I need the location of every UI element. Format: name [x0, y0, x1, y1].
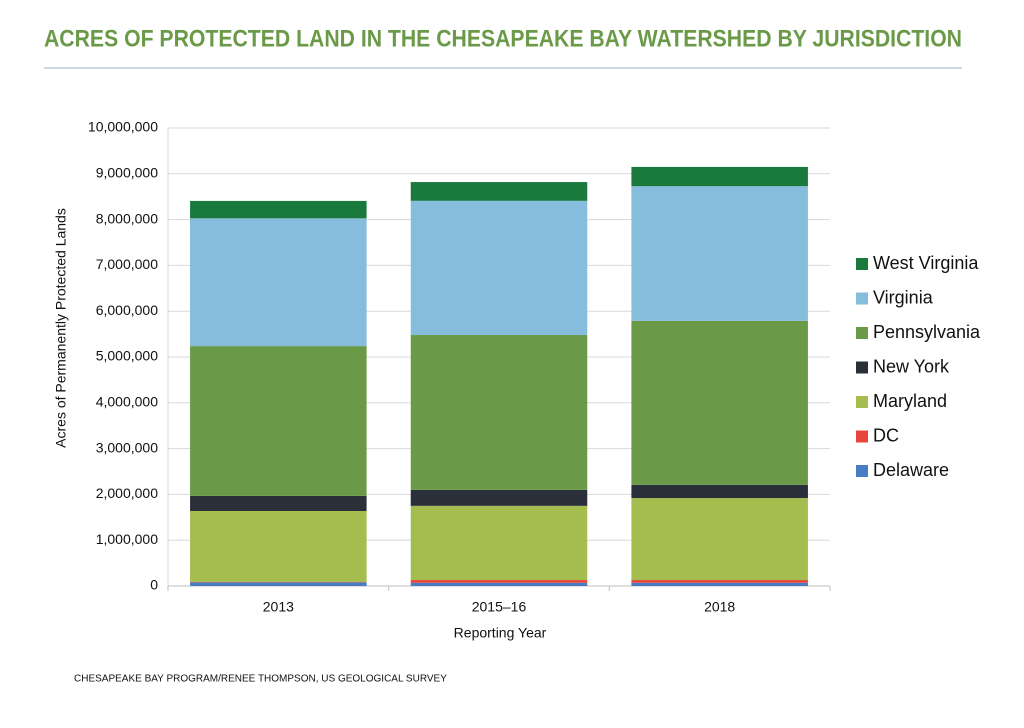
bar-segment	[631, 484, 808, 499]
legend-label: West Virginia	[873, 253, 979, 273]
y-tick-label: 2,000,000	[96, 485, 158, 501]
bar-segment	[190, 218, 367, 347]
bar-segment	[631, 582, 808, 586]
bar-segment	[410, 505, 588, 581]
y-axis-label: Acres of Permanently Protected Lands	[53, 208, 69, 448]
bar-segment	[410, 182, 588, 201]
legend-swatch	[856, 396, 868, 408]
legend-swatch	[856, 292, 868, 305]
y-tick-label: 8,000,000	[96, 210, 158, 226]
bar-segment	[190, 510, 367, 582]
y-tick-label: 1,000,000	[96, 531, 158, 547]
legend-label: Virginia	[873, 287, 934, 307]
bar-segment	[631, 320, 808, 485]
bar-segment	[190, 200, 367, 219]
y-tick-label: 5,000,000	[96, 348, 158, 364]
bar-segment	[631, 186, 808, 321]
legend-label: Maryland	[873, 391, 947, 411]
bar-segment	[190, 582, 367, 586]
x-tick-label: 2018	[704, 599, 735, 615]
legend-swatch	[856, 327, 868, 339]
bar-segment	[631, 498, 808, 581]
y-tick-label: 9,000,000	[96, 165, 158, 181]
y-tick-label: 10,000,000	[88, 119, 158, 135]
y-tick-label: 6,000,000	[96, 302, 158, 318]
bar-segment	[190, 346, 367, 496]
bar-segment	[410, 200, 588, 336]
x-tick-label: 2015–16	[472, 599, 527, 615]
legend-label: New York	[873, 356, 950, 376]
x-tick-label: 2013	[263, 599, 294, 615]
x-axis-label: Reporting Year	[454, 625, 547, 641]
legend-label: Delaware	[873, 460, 949, 480]
bar-segment	[631, 166, 808, 187]
legend-swatch	[856, 465, 868, 477]
source: CHESAPEAKE BAY PROGRAM/RENEE THOMPSON, U…	[74, 674, 447, 685]
legend-swatch	[856, 258, 868, 270]
legend-swatch	[856, 430, 868, 443]
y-tick-label: 7,000,000	[96, 256, 158, 272]
bar-segment	[410, 580, 588, 583]
bar-segment	[631, 580, 808, 583]
bar-segment	[410, 489, 588, 506]
bar-segment	[410, 582, 588, 586]
bar-segment	[410, 335, 588, 490]
legend-label: DC	[873, 425, 899, 445]
y-tick-label: 4,000,000	[96, 394, 158, 410]
y-tick-label: 3,000,000	[96, 439, 158, 455]
legend-label: Pennsylvania	[873, 322, 981, 342]
chart-title: ACRES OF PROTECTED LAND IN THE CHESAPEAK…	[44, 25, 962, 52]
y-tick-label: 0	[150, 577, 158, 593]
legend-swatch	[856, 361, 868, 374]
bar-segment	[190, 495, 367, 511]
